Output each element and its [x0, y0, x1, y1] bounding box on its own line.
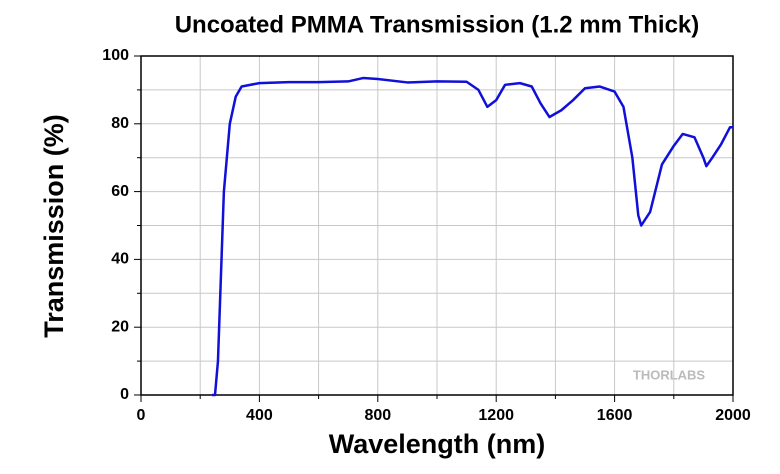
y-tick-label: 100 — [102, 47, 129, 64]
x-tick-label: 1200 — [478, 407, 514, 424]
x-tick-label: 400 — [246, 407, 273, 424]
chart-title: Uncoated PMMA Transmission (1.2 mm Thick… — [175, 11, 700, 38]
data-line — [212, 76, 733, 397]
y-tick-label: 0 — [120, 386, 129, 403]
plot-frame — [140, 55, 734, 396]
watermark: THORLABS — [633, 367, 706, 382]
y-tick-label: 40 — [111, 251, 129, 268]
x-tick-label: 1600 — [597, 407, 633, 424]
x-tick-label: 2000 — [715, 407, 751, 424]
x-axis-label: Wavelength (nm) — [329, 429, 546, 459]
y-tick-label: 20 — [111, 318, 129, 335]
y-axis-label: Transmission (%) — [39, 114, 69, 338]
y-tick-label: 80 — [111, 115, 129, 132]
x-tick-label: 0 — [137, 407, 146, 424]
y-tick-label: 60 — [111, 183, 129, 200]
x-tick-label: 800 — [364, 407, 391, 424]
